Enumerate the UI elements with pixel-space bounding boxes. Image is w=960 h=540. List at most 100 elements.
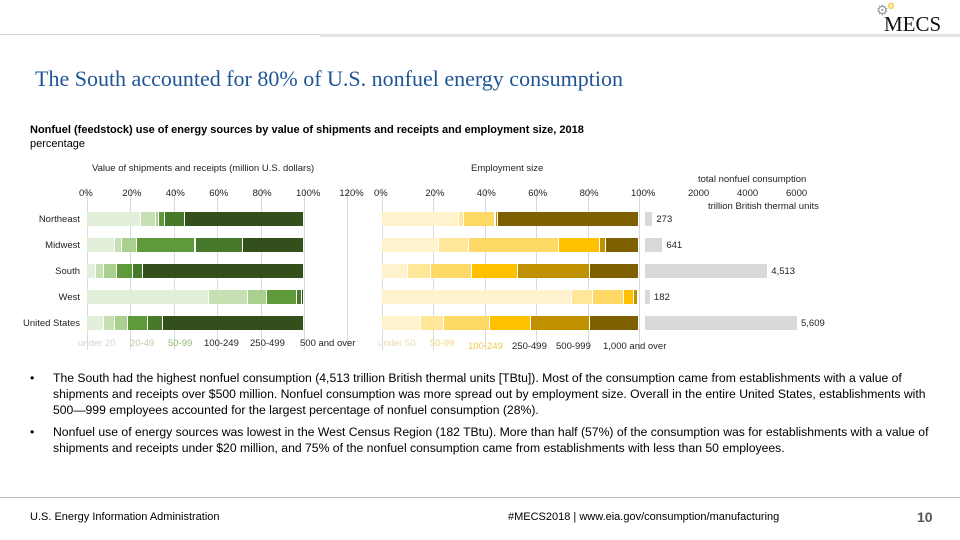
consumption-bar bbox=[645, 212, 653, 226]
consumption-bar bbox=[645, 290, 650, 304]
legend-item: 100-249 bbox=[468, 341, 503, 352]
bar-segment bbox=[637, 290, 639, 304]
consumption-bar bbox=[645, 264, 768, 278]
page-title: The South accounted for 80% of U.S. nonf… bbox=[35, 66, 623, 91]
x-tick-label: 60% bbox=[528, 188, 548, 199]
bar-segment bbox=[136, 238, 196, 252]
gridline bbox=[304, 188, 305, 350]
bar-segment bbox=[104, 316, 116, 330]
x-tick-label: 2000 bbox=[688, 188, 710, 199]
category-label: Midwest bbox=[45, 240, 80, 251]
bar-segment bbox=[156, 212, 159, 226]
bar-segment bbox=[143, 264, 304, 278]
legend-item: 100-249 bbox=[204, 338, 239, 349]
bar-segment bbox=[590, 264, 639, 278]
bar-segment bbox=[121, 238, 137, 252]
chart2-title: Employment size bbox=[471, 163, 544, 174]
bar-segment bbox=[247, 290, 268, 304]
category-label: Northeast bbox=[38, 214, 80, 225]
page-number: 10 bbox=[917, 509, 933, 525]
chart1-title: Value of shipments and receipts (million… bbox=[92, 163, 315, 174]
category-label: United States bbox=[22, 318, 80, 329]
bar-segment bbox=[132, 264, 144, 278]
bar-segment bbox=[87, 264, 96, 278]
legend-item: under 50 bbox=[378, 338, 416, 349]
consumption-label: 5,609 bbox=[801, 318, 825, 329]
gear-icon-small: ⚙ bbox=[887, 1, 896, 11]
x-tick-label: 0% bbox=[374, 188, 388, 199]
bar-segment bbox=[605, 238, 639, 252]
bar-segment bbox=[195, 238, 244, 252]
bar-segment bbox=[633, 290, 638, 304]
x-tick-label: 20% bbox=[122, 188, 142, 199]
bar-segment bbox=[301, 290, 304, 304]
legend-item: under 20 bbox=[78, 338, 116, 349]
bar-segment bbox=[592, 290, 624, 304]
bar-segment bbox=[128, 316, 148, 330]
header-rule bbox=[0, 34, 320, 35]
legend-item: 250-499 bbox=[250, 338, 285, 349]
gridline bbox=[639, 188, 640, 350]
chart3-title: total nonfuel consumption bbox=[698, 174, 807, 185]
bar-segment bbox=[297, 290, 302, 304]
bar-segment bbox=[443, 316, 490, 330]
bullet-text: The South had the highest nonfuel consum… bbox=[53, 371, 926, 417]
legend-item: 20-49 bbox=[130, 338, 155, 349]
bar-segment bbox=[382, 264, 408, 278]
bar-segment bbox=[572, 290, 593, 304]
logo-text: MECS bbox=[884, 12, 942, 36]
x-tick-label: 100% bbox=[631, 188, 656, 199]
x-tick-label: 120% bbox=[339, 188, 364, 199]
chart3-xlabel: trillion British thermal units bbox=[708, 201, 819, 212]
bar-segment bbox=[497, 212, 639, 226]
footer-rule bbox=[0, 497, 960, 498]
x-tick-label: 80% bbox=[252, 188, 272, 199]
x-tick-label: 60% bbox=[209, 188, 229, 199]
x-tick-label: 0% bbox=[79, 188, 93, 199]
gear-icon: ⚙ bbox=[876, 2, 889, 18]
bar-segment bbox=[489, 316, 532, 330]
bar-segment bbox=[382, 316, 421, 330]
x-tick-label: 40% bbox=[476, 188, 496, 199]
x-tick-label: 40% bbox=[165, 188, 185, 199]
bar-segment bbox=[165, 212, 185, 226]
bar-segment bbox=[407, 264, 431, 278]
bar-segment bbox=[95, 264, 105, 278]
bar-segment bbox=[87, 238, 116, 252]
bullet-item: • The South had the highest nonfuel consu… bbox=[30, 370, 930, 418]
category-label: South bbox=[55, 266, 80, 277]
bullet-marker: • bbox=[30, 425, 35, 439]
bar-segment bbox=[117, 264, 133, 278]
bullet-marker: • bbox=[30, 371, 35, 385]
bullet-item: • Nonfuel use of energy sources was lowes… bbox=[30, 424, 930, 456]
header-rule-right bbox=[320, 34, 960, 37]
footer-link[interactable]: #MECS2018 | www.eia.gov/consumption/manu… bbox=[508, 511, 780, 523]
legend-item: 50-99 bbox=[430, 338, 455, 349]
bar-segment bbox=[115, 238, 122, 252]
x-tick-label: 100% bbox=[296, 188, 321, 199]
bar-segment bbox=[518, 264, 591, 278]
bar-segment bbox=[87, 316, 105, 330]
bar-segment bbox=[496, 212, 498, 226]
gridline bbox=[347, 188, 349, 350]
bar-segment bbox=[464, 212, 496, 226]
category-label: West bbox=[58, 292, 80, 303]
footer-source: U.S. Energy Information Administration bbox=[30, 511, 220, 523]
bar-segment bbox=[623, 290, 634, 304]
bar-segment bbox=[471, 264, 519, 278]
bar-segment bbox=[87, 212, 142, 226]
bar-segment bbox=[438, 238, 470, 252]
bar-segment bbox=[531, 316, 591, 330]
bar-segment bbox=[184, 212, 304, 226]
bar-segment bbox=[382, 238, 439, 252]
bar-segment bbox=[147, 316, 163, 330]
bar-segment bbox=[495, 212, 497, 226]
bar-segment bbox=[104, 264, 118, 278]
consumption-bar bbox=[645, 316, 797, 330]
bar-segment bbox=[382, 290, 573, 304]
x-tick-label: 4000 bbox=[737, 188, 759, 199]
legend-item: 1,000 and over bbox=[603, 341, 667, 352]
bar-segment bbox=[158, 212, 166, 226]
bar-segment bbox=[115, 316, 129, 330]
bar-segment bbox=[430, 264, 472, 278]
